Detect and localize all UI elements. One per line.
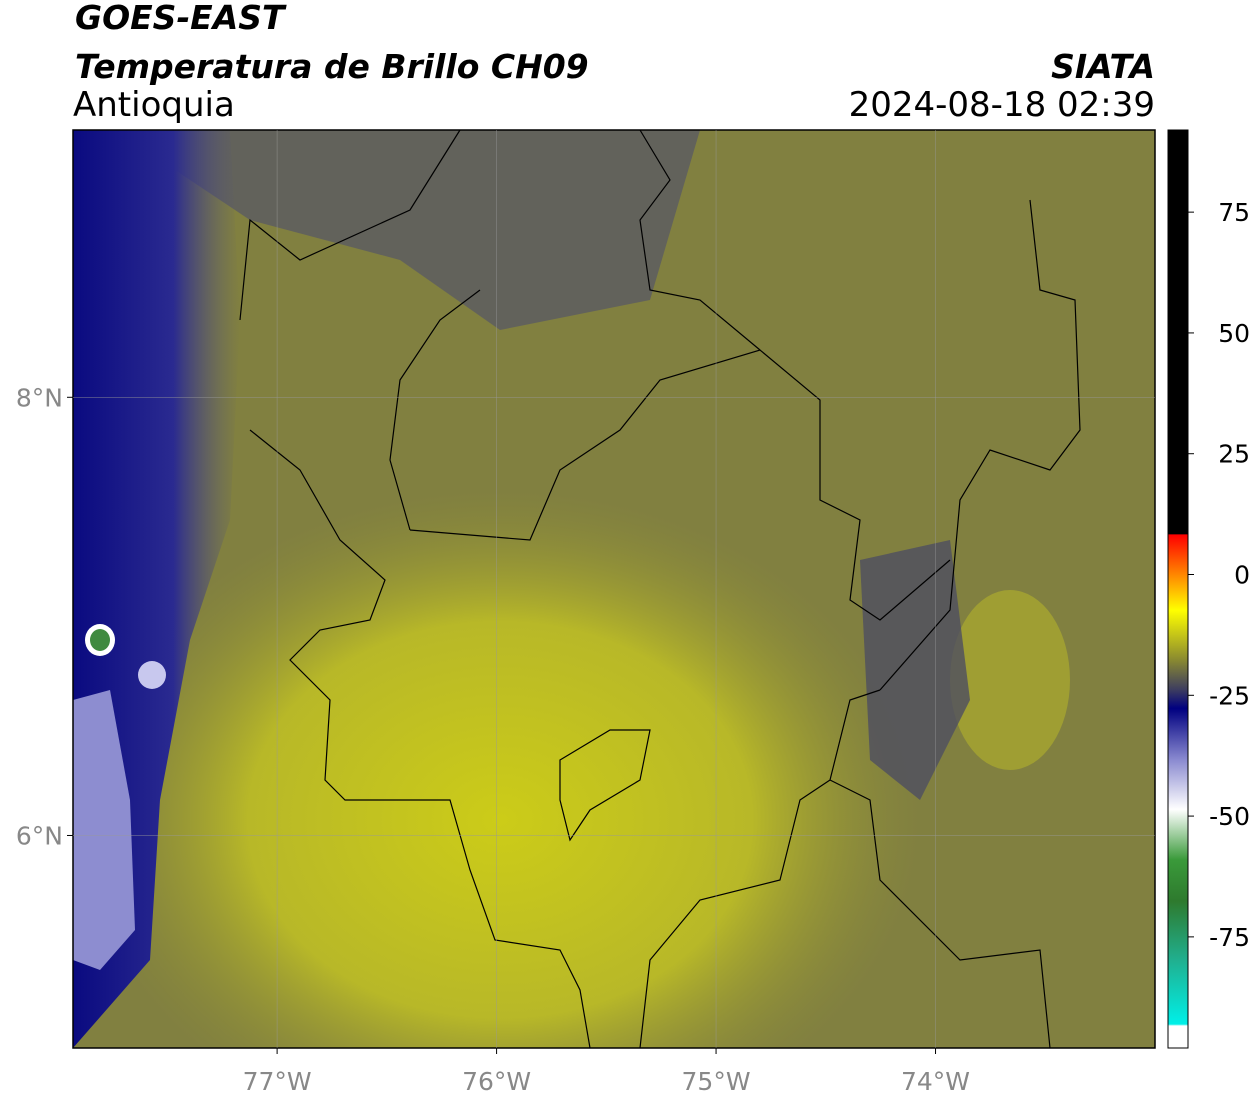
x-tick-label: 77°W (243, 1067, 312, 1096)
x-tick-label: 75°W (682, 1067, 751, 1096)
region-label: Antioquia (73, 85, 235, 125)
y-tick-label: 6°N (16, 821, 63, 850)
source-label: SIATA (1051, 47, 1155, 86)
borders (239, 129, 1081, 1049)
colorbar-tick-label: 75 (1218, 198, 1250, 227)
colorbar-tick-label: -50 (1209, 802, 1250, 831)
satellite-image (73, 130, 1155, 1048)
satellite-title: GOES-EAST (75, 0, 287, 37)
colorbar-tick-label: 0 (1234, 561, 1250, 590)
map-frame (72, 129, 1156, 1049)
x-tick-label: 76°W (462, 1067, 531, 1096)
colorbar-tick-label: -75 (1209, 923, 1250, 952)
colorbar-tick-label: 25 (1218, 440, 1250, 469)
colorbar-tick-label: 50 (1218, 319, 1250, 348)
colorbar-tick-label: -25 (1209, 681, 1250, 710)
x-tick-label: 74°W (901, 1067, 970, 1096)
colorbar (1167, 129, 1189, 1049)
y-tick-label: 8°N (16, 383, 63, 412)
timestamp: 2024-08-18 02:39 (849, 85, 1155, 125)
product-title: Temperatura de Brillo CH09 (75, 47, 589, 86)
